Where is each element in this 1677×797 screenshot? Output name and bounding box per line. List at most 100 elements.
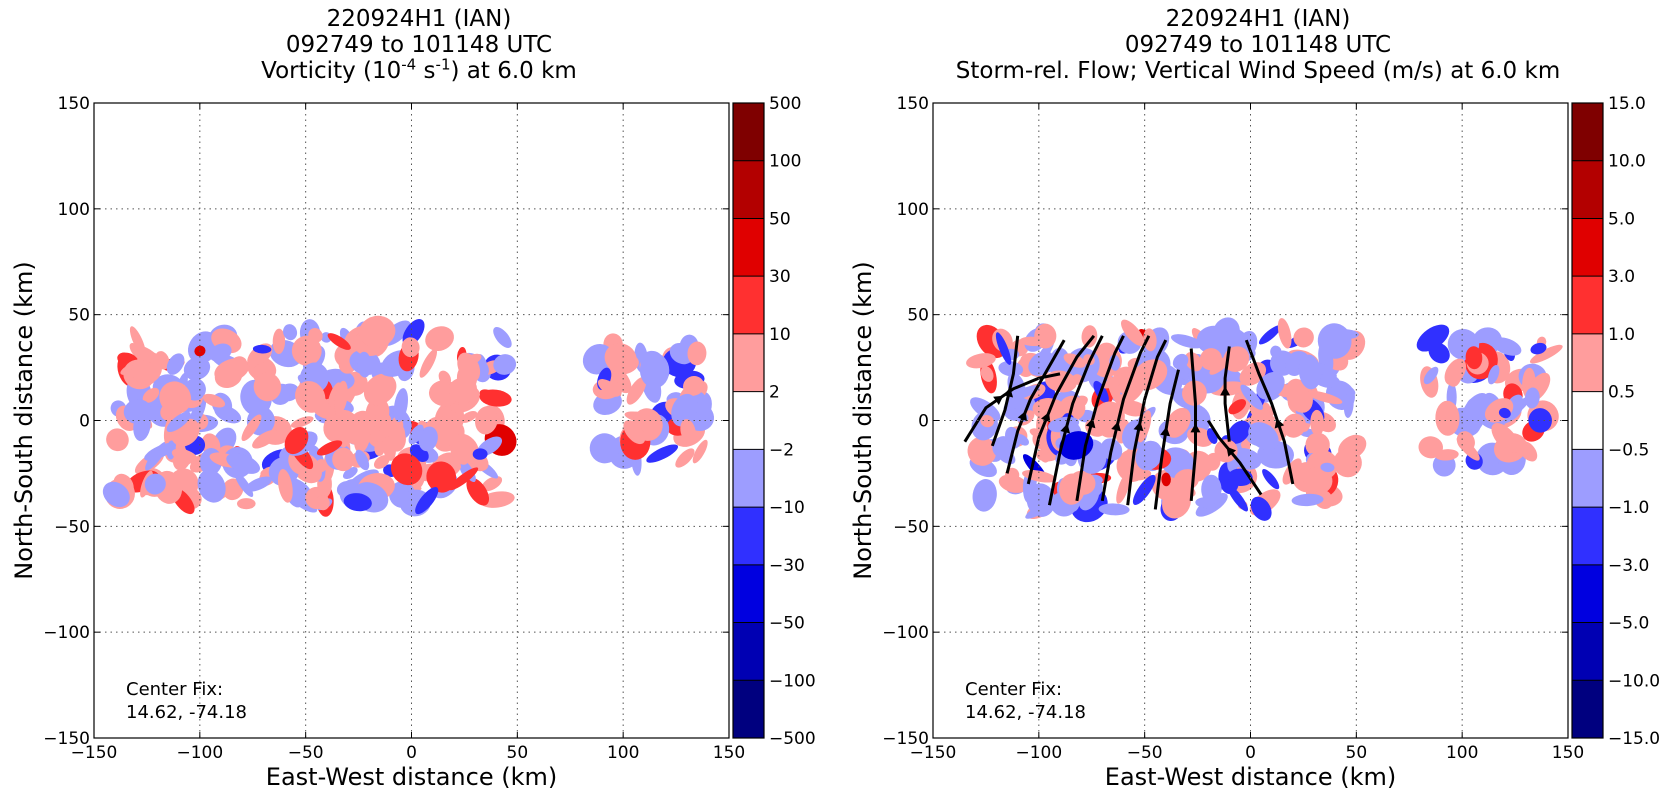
streamline-arrow xyxy=(1274,418,1285,429)
field-patch xyxy=(252,429,278,449)
field-patch xyxy=(1143,328,1157,352)
title-exp-1: -4 xyxy=(401,55,417,74)
colorbar xyxy=(732,102,765,739)
vorticity-panel: 220924H1 (IAN) 092749 to 101148 UTC Vort… xyxy=(0,0,838,797)
streamline-arrow xyxy=(1160,426,1171,437)
field-patch xyxy=(343,493,372,512)
field-patch xyxy=(380,367,395,377)
field-patch xyxy=(1239,362,1267,386)
streamline-arrow xyxy=(1190,423,1201,433)
gridlines xyxy=(932,102,1569,739)
field-patch xyxy=(1282,458,1302,485)
field-patch xyxy=(1270,345,1282,358)
field-patch xyxy=(998,474,1028,493)
field-patch xyxy=(1248,422,1279,451)
field-patch xyxy=(1291,493,1324,507)
streamline-arrow xyxy=(1111,421,1121,432)
field-patch xyxy=(334,380,348,415)
field-patch xyxy=(687,341,707,366)
field-patch xyxy=(1009,385,1040,400)
streamline xyxy=(1100,335,1151,502)
field-patch xyxy=(1170,334,1204,349)
colorbar-frame xyxy=(1571,102,1604,739)
plot-frame xyxy=(93,102,730,739)
y-axis-label: North-South distance (km) xyxy=(10,261,38,580)
colorbar-label: 3.0 xyxy=(1608,267,1635,287)
y-axis-label: North-South distance (km) xyxy=(849,261,877,580)
colorbar-label: −2 xyxy=(769,440,794,460)
title-line-1: 220924H1 (IAN) xyxy=(1165,6,1351,32)
field-patch xyxy=(597,379,621,397)
field-patch xyxy=(123,399,152,424)
colorbar-segment xyxy=(1572,680,1603,739)
colorbar-segment xyxy=(733,564,764,624)
field-patch xyxy=(589,433,620,464)
field-patch xyxy=(1116,471,1131,504)
y-tick-label: 50 xyxy=(907,306,929,326)
colorbar-segment xyxy=(1572,564,1603,624)
field-patch xyxy=(172,449,191,471)
field-patch xyxy=(1303,466,1333,495)
field-patch xyxy=(692,439,708,464)
field-patch xyxy=(466,477,490,506)
field-patch xyxy=(316,440,343,456)
x-tick-label: −100 xyxy=(176,743,223,763)
field-patch xyxy=(1435,400,1460,436)
field-patch xyxy=(1524,387,1540,409)
field-patch xyxy=(1040,452,1050,463)
x-axis-label: East-West distance (km) xyxy=(1105,763,1396,791)
colorbar-segment xyxy=(733,276,764,335)
y-tick-label: 150 xyxy=(58,94,90,114)
streamline xyxy=(963,372,1061,443)
colorbar-label: 10 xyxy=(769,325,791,345)
field-patch xyxy=(1162,485,1191,519)
field-patch xyxy=(1277,318,1292,349)
field-patch xyxy=(1492,337,1522,356)
field-patch xyxy=(327,333,351,350)
colorbar-segment xyxy=(1572,507,1603,566)
colorbar-segment xyxy=(1572,333,1603,393)
field-patch xyxy=(136,350,166,364)
streamline-arrow xyxy=(1220,386,1231,396)
field-patch xyxy=(1423,366,1439,385)
y-tick-label: 150 xyxy=(897,94,929,114)
vertical-wind-plot: −150 −100 −50 0 50 100 150 150 100 50 0 −50 −100 −150… xyxy=(849,94,1660,791)
field-patch xyxy=(393,388,409,423)
field-patch xyxy=(1132,359,1168,391)
colorbar-segment xyxy=(1572,103,1603,162)
field-patch xyxy=(1240,384,1263,410)
colorbar-label: −0.5 xyxy=(1608,440,1649,460)
x-tick-label: 50 xyxy=(1346,743,1368,763)
field-patch xyxy=(448,433,470,465)
streamline-arrow xyxy=(1040,412,1051,423)
field-patch xyxy=(1229,447,1262,470)
field-patch xyxy=(252,344,272,354)
title-line-2: 092749 to 101148 UTC xyxy=(285,32,553,58)
title-line-3: Storm-rel. Flow; Vertical Wind Speed (m/… xyxy=(955,58,1561,84)
colorbar-label: 100 xyxy=(769,152,801,172)
field-patch xyxy=(1335,382,1356,396)
field-patch xyxy=(995,332,1012,365)
field-patch xyxy=(1256,371,1285,400)
field-patch xyxy=(209,343,232,362)
y-tick-label: −100 xyxy=(882,623,929,643)
field-patch xyxy=(1530,342,1547,355)
field-patch xyxy=(1227,485,1249,512)
field-patch xyxy=(639,352,670,389)
colorbar xyxy=(1571,102,1604,739)
plot-frame xyxy=(932,102,1569,739)
field-patch xyxy=(102,481,130,508)
field-patch xyxy=(236,498,256,510)
y-tick-label: 100 xyxy=(897,200,929,220)
y-tick-label: −100 xyxy=(43,623,90,643)
field-patch xyxy=(1172,353,1189,370)
streamline-arrow xyxy=(1226,446,1237,457)
title-exp-2: -1 xyxy=(435,55,451,74)
y-tick-label: 0 xyxy=(79,412,90,432)
field-patch xyxy=(401,337,420,358)
colorbar-segment xyxy=(733,103,764,162)
y-tick-label: −150 xyxy=(882,729,929,749)
field-patch xyxy=(1465,346,1483,370)
y-tick-label: 100 xyxy=(58,200,90,220)
field-patch xyxy=(419,348,438,378)
